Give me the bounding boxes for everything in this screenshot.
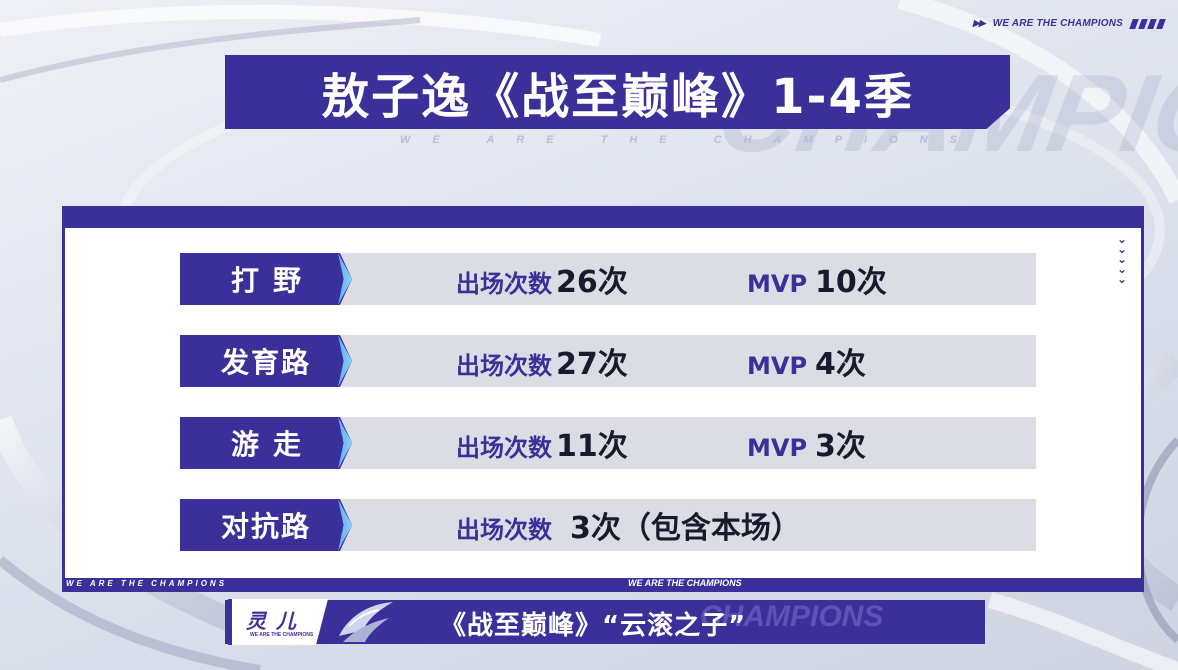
panel-top-bar xyxy=(62,206,1144,230)
position-label: 游走 xyxy=(180,417,352,469)
mvp-value: 10次 xyxy=(815,265,887,300)
panel-tagline: WE ARE THE CHAMPIONS xyxy=(66,579,228,588)
appearance-label: 出场次数 xyxy=(456,434,552,462)
chevron-down-icon: ⌄ ⌄ ⌄ ⌄ ⌄ xyxy=(1116,232,1127,286)
appearance-count: 出场次数 3次（包含本场） xyxy=(456,503,801,547)
mvp-label: MVP xyxy=(747,270,808,298)
caster-tag: 灵儿 WE ARE THE CHAMPIONS xyxy=(228,599,328,645)
appearance-count: 出场次数 11次 xyxy=(456,421,628,465)
lower-third-text: 《战至巅峰》“云滚之子” xyxy=(440,611,747,641)
lower-watermark: CHAMPIONS xyxy=(700,600,884,633)
stat-row-clash-lane: 对抗路 出场次数 3次（包含本场） xyxy=(180,499,1036,551)
page-title: 敖子逸《战至巅峰》1-4季 xyxy=(321,69,914,125)
brand-text: WE ARE THE CHAMPIONS xyxy=(992,18,1123,29)
caster-sub: WE ARE THE CHAMPIONS xyxy=(250,632,314,638)
mvp-value: 4次 xyxy=(815,347,866,382)
appearance-value: 3次（包含本场） xyxy=(570,511,801,546)
title-subtitle: WE ARE THE CHAMPIONS xyxy=(400,134,979,146)
caster-name: 灵儿 xyxy=(246,609,306,633)
appearance-value: 27次 xyxy=(556,347,628,382)
appearance-count: 出场次数 26次 xyxy=(456,257,628,301)
title-banner: 敖子逸《战至巅峰》1-4季 xyxy=(225,55,1010,129)
appearance-value: 11次 xyxy=(556,429,628,464)
mvp-count: MVP 10次 xyxy=(747,257,887,301)
appearance-count: 出场次数 27次 xyxy=(456,339,628,383)
position-label: 打野 xyxy=(180,253,352,305)
stat-row-farm-lane: 发育路 出场次数 27次 MVP 4次 xyxy=(180,335,1036,387)
mvp-count: MVP 3次 xyxy=(747,421,866,465)
position-label: 发育路 xyxy=(180,335,352,387)
wing-logo-icon xyxy=(339,602,393,642)
slash-marks-icon xyxy=(1129,18,1166,29)
mvp-label: MVP xyxy=(747,352,808,380)
stat-row-roam: 游走 出场次数 11次 MVP 3次 xyxy=(180,417,1036,469)
appearance-label: 出场次数 xyxy=(456,270,552,298)
appearance-label: 出场次数 xyxy=(456,516,552,544)
appearance-label: 出场次数 xyxy=(456,352,552,380)
brand-tagline: ▶▶ WE ARE THE CHAMPIONS xyxy=(972,18,1166,29)
mid-tagline: WE ARE THE CHAMPIONS xyxy=(628,578,742,588)
stats-panel: ⌄ ⌄ ⌄ ⌄ ⌄ 打野 出场次数 26次 MVP 10次 发育路 出场次数 27次 M… xyxy=(62,228,1144,578)
mvp-count: MVP 4次 xyxy=(747,339,866,383)
mvp-label: MVP xyxy=(747,434,808,462)
panel-bottom-bar: WE ARE THE CHAMPIONS xyxy=(62,578,1144,592)
arrow-icon: ▶▶ xyxy=(972,18,986,28)
stat-row-jungle: 打野 出场次数 26次 MVP 10次 xyxy=(180,253,1036,305)
stats-rows: 打野 出场次数 26次 MVP 10次 发育路 出场次数 27次 MVP 4次 … xyxy=(180,253,1036,551)
position-label: 对抗路 xyxy=(180,499,352,551)
mvp-value: 3次 xyxy=(815,429,866,464)
appearance-value: 26次 xyxy=(556,265,628,300)
